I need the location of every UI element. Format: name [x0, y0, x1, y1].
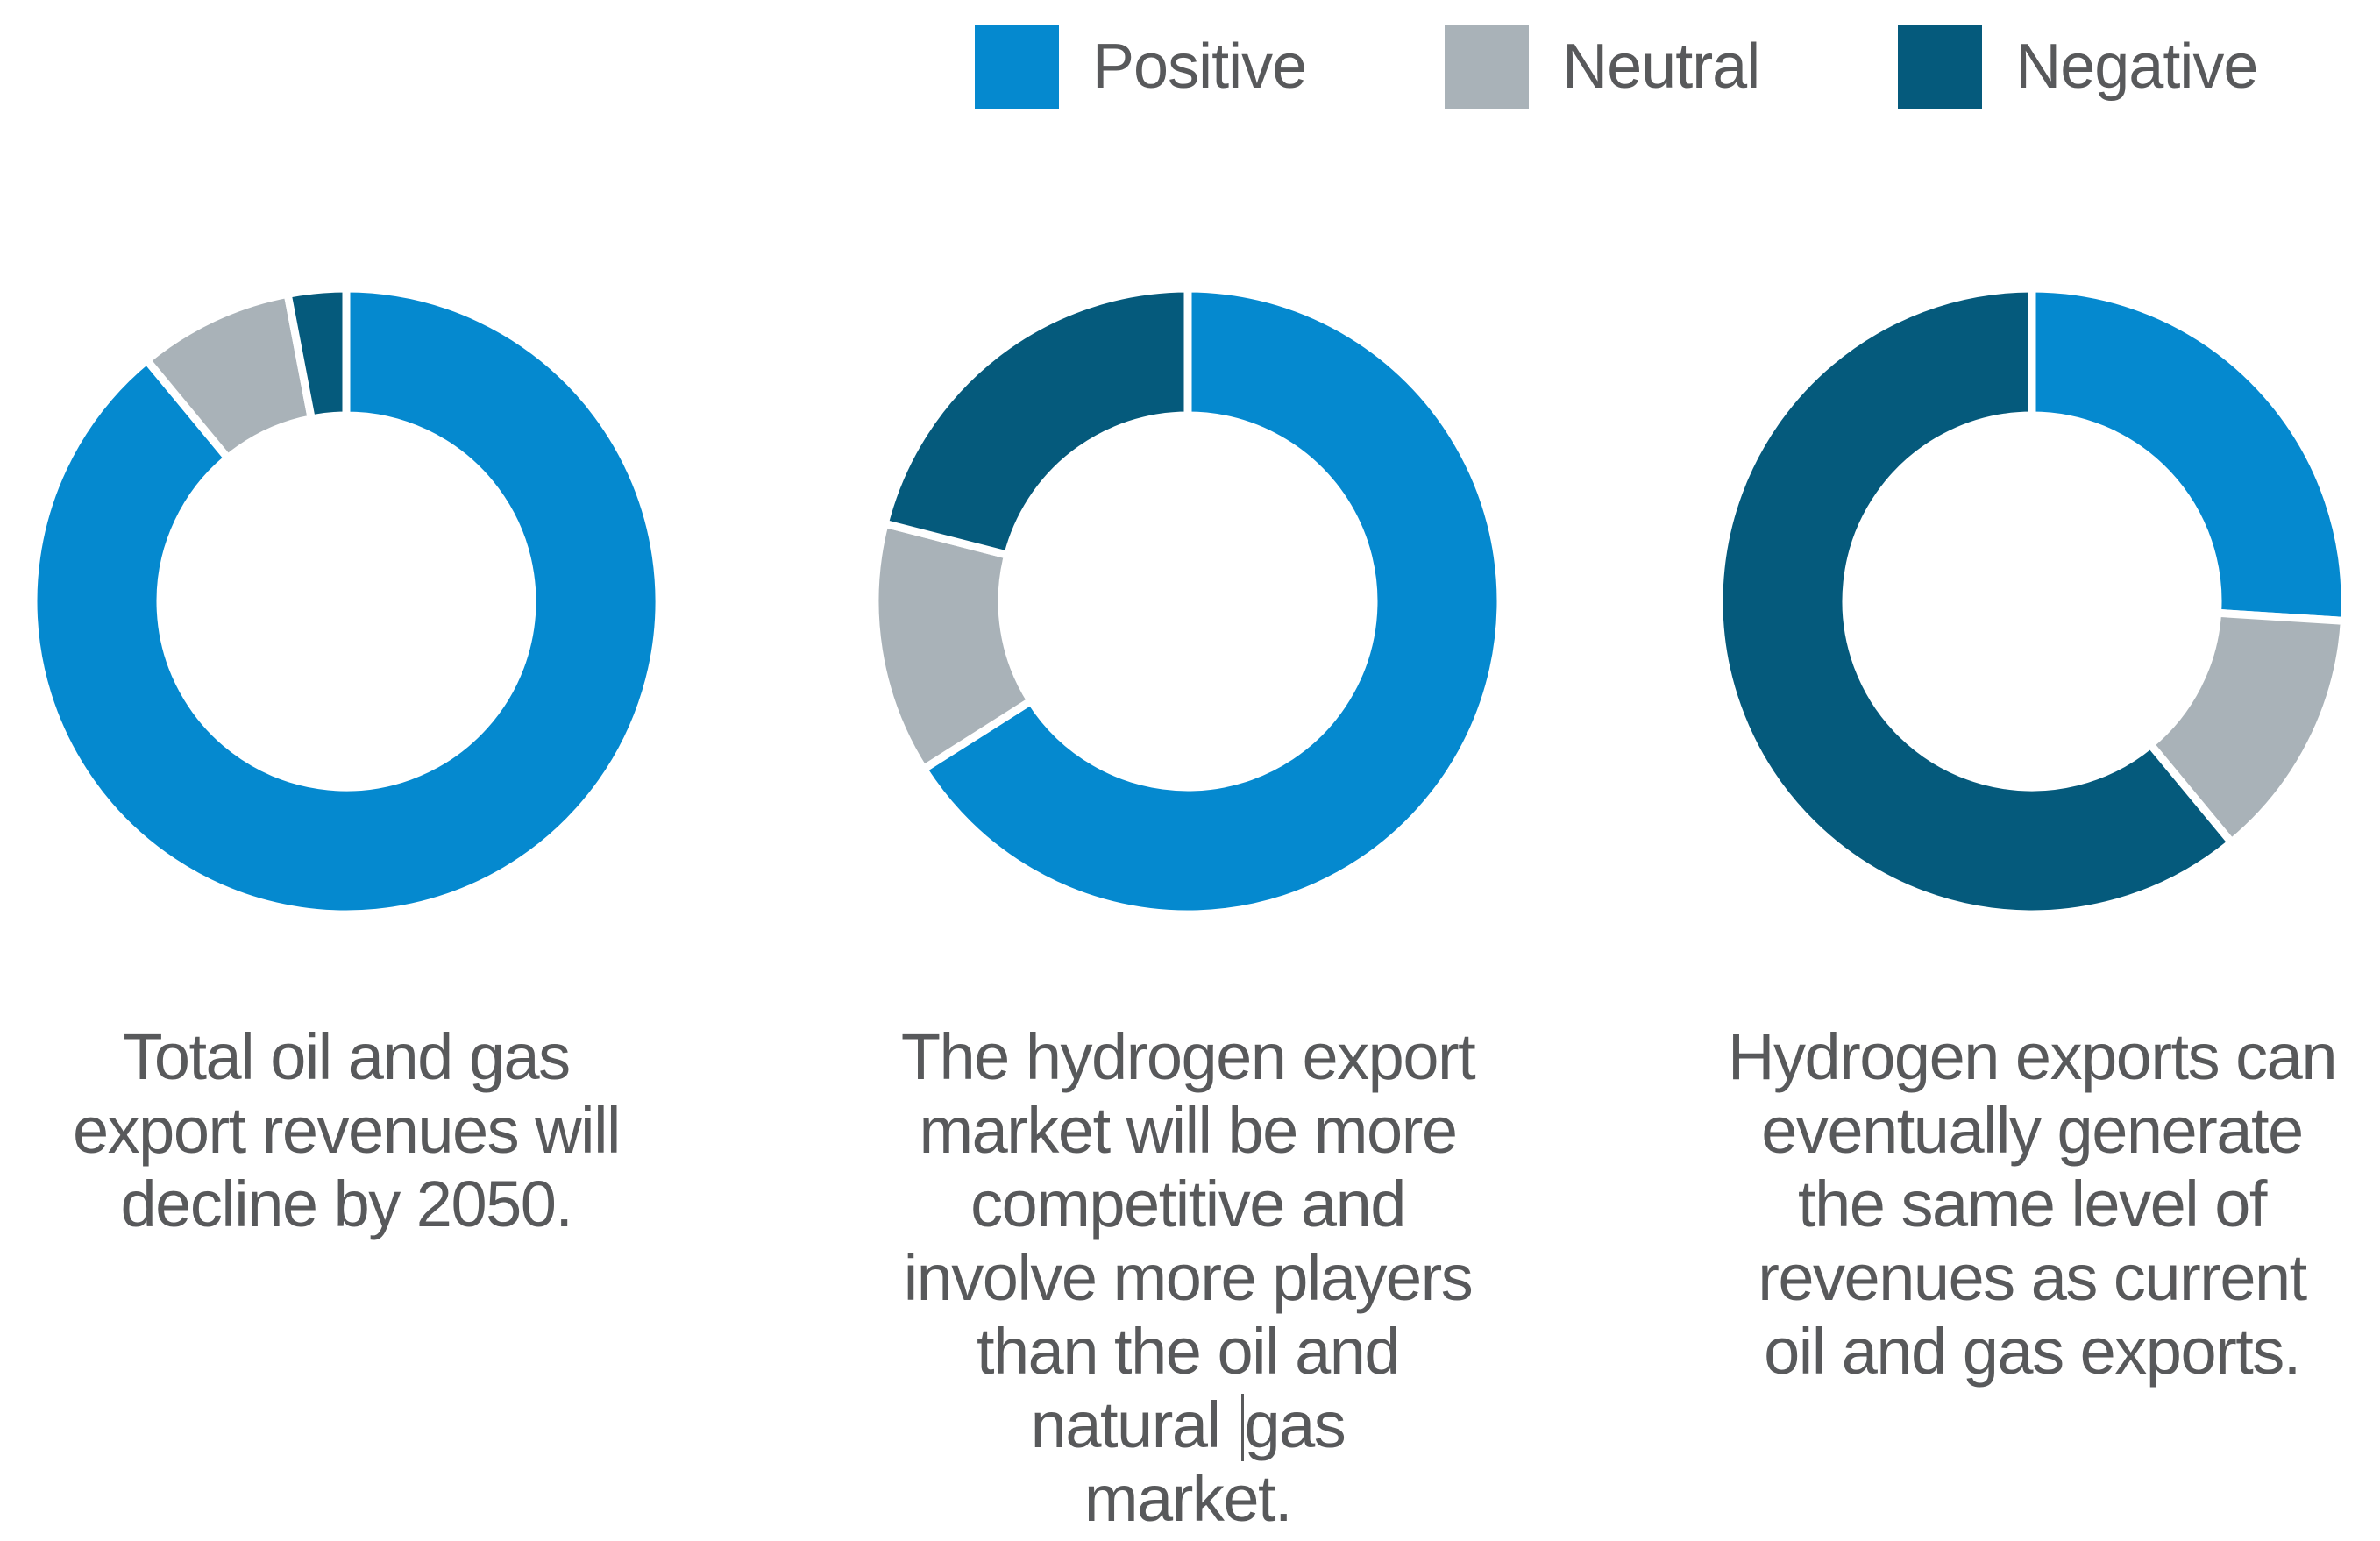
caption-line: The hydrogen export	[900, 1020, 1476, 1093]
caption-line: market.	[1083, 1462, 1293, 1535]
caption-line: than the oil and	[976, 1315, 1401, 1388]
text-cursor	[1240, 1393, 1244, 1462]
donut-segment-positive	[29, 284, 664, 919]
legend-swatch-neutral-icon	[1445, 25, 1530, 109]
donut-segment-negative	[282, 284, 351, 424]
legend-item-positive: Positive	[975, 25, 1307, 109]
chart-caption-2: The hydrogen export market will be more co…	[767, 1020, 1609, 1536]
caption-line: Total oil and gas	[123, 1020, 571, 1093]
legend-item-negative: Negative	[1898, 25, 2258, 109]
caption-line: involve more players	[903, 1241, 1474, 1314]
donut-segment-negative	[1715, 284, 2237, 919]
legend-swatch-negative-icon	[1898, 25, 1983, 109]
chart-column-2: The hydrogen export market will be more co…	[767, 282, 1609, 1536]
caption-line: Hydrogen exports can	[1728, 1020, 2337, 1093]
legend-label-neutral: Neutral	[1562, 32, 1760, 102]
legend-label-positive: Positive	[1092, 32, 1307, 102]
donut-segment-positive	[2028, 284, 2349, 626]
caption-line: decline by 2050.	[120, 1168, 573, 1240]
legend: Positive Neutral Negative	[975, 25, 2258, 109]
donut-segment-positive	[918, 284, 1505, 919]
caption-line: natural gas	[1030, 1388, 1346, 1462]
chart-column-1: Total oil and gas export revenues will dec…	[0, 282, 767, 1241]
caption-line: competitive and	[970, 1168, 1406, 1240]
caption-line: market will be more	[919, 1094, 1458, 1167]
caption-line: revenues as current	[1758, 1241, 2307, 1314]
donut-chart-3	[1715, 284, 2349, 919]
legend-swatch-positive-icon	[975, 25, 1059, 109]
donut-segment-negative	[879, 284, 1192, 560]
caption-line: the same level of	[1798, 1168, 2267, 1240]
donut-chart-2	[870, 284, 1505, 919]
chart-caption-1: Total oil and gas export revenues will dec…	[0, 1020, 767, 1241]
legend-item-neutral: Neutral	[1445, 25, 1760, 109]
legend-label-negative: Negative	[2015, 32, 2258, 102]
caption-line: eventually generate	[1761, 1094, 2304, 1167]
caption-line: oil and gas exports.	[1764, 1315, 2301, 1388]
donut-chart-1	[29, 284, 664, 919]
chart-column-3: Hydrogen exports can eventually generate t…	[1611, 282, 2380, 1388]
chart-caption-3: Hydrogen exports can eventually generate t…	[1611, 1020, 2380, 1388]
caption-line: export revenues will	[73, 1094, 621, 1167]
